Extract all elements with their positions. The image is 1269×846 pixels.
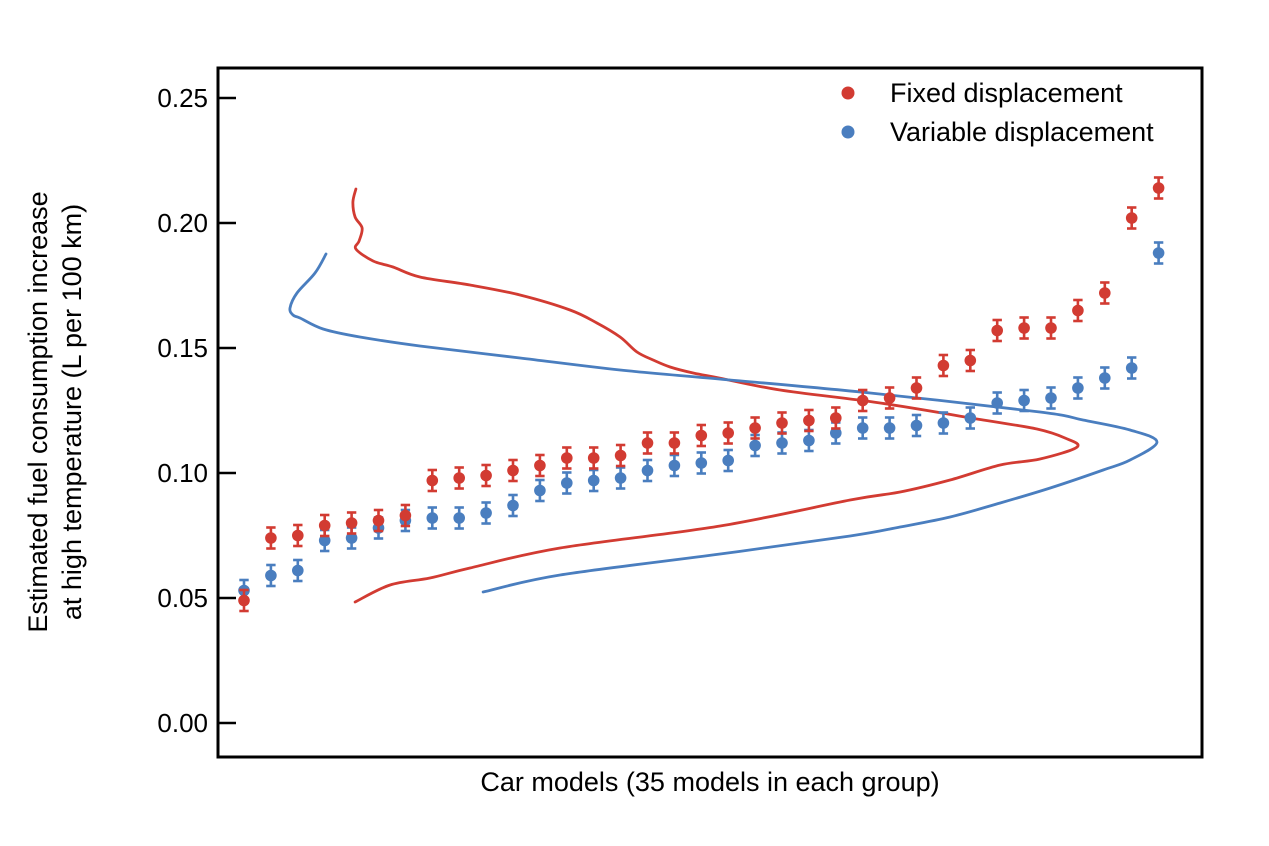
data-point: [937, 359, 950, 372]
plot-border: [216, 66, 1204, 759]
data-point: [776, 437, 788, 449]
density-curve: [288, 252, 1159, 594]
data-point: [292, 529, 304, 542]
series-fixed: [238, 176, 1165, 613]
data-point: [856, 394, 869, 407]
data-point: [883, 392, 896, 404]
data-point: [937, 417, 950, 429]
data-point: [910, 419, 923, 432]
density-curves: [288, 187, 1159, 604]
data-point: [1125, 212, 1138, 224]
legend-marker-fixed: [841, 86, 855, 100]
y-axis-label-line1: Estimated fuel consumption increase: [23, 191, 53, 632]
legend-label-fixed: Fixed displacement: [890, 78, 1123, 108]
data-point: [749, 439, 761, 452]
data-point: [561, 452, 573, 464]
data-point: [238, 594, 250, 607]
legend-label-variable: Variable displacement: [890, 117, 1154, 147]
y-tick-label: 0.25: [157, 83, 208, 113]
data-point: [561, 477, 573, 489]
data-point: [1152, 182, 1165, 194]
data-point: [318, 534, 331, 547]
data-point: [722, 427, 734, 439]
data-point: [830, 427, 842, 439]
data-point: [265, 532, 277, 544]
data-point: [776, 417, 788, 429]
data-point: [883, 422, 896, 434]
data-point: [614, 449, 627, 462]
data-point: [507, 464, 519, 477]
legend-marker-variable: [841, 125, 855, 139]
data-point: [749, 422, 761, 434]
density-curve: [351, 187, 1080, 604]
data-point: [991, 324, 1003, 337]
data-point: [372, 514, 385, 527]
data-point: [292, 564, 304, 577]
data-point: [964, 354, 977, 367]
data-point: [1099, 287, 1111, 299]
y-tick-label: 0.15: [157, 333, 208, 363]
data-point: [534, 484, 546, 497]
data-point: [668, 437, 681, 449]
data-point: [1099, 372, 1111, 384]
x-axis-label: Car models (35 models in each group): [480, 767, 939, 797]
data-point: [1018, 322, 1030, 334]
y-tick-label: 0.10: [157, 458, 208, 488]
data-point: [453, 512, 466, 524]
data-point: [265, 569, 277, 582]
y-tick-label: 0.20: [157, 208, 208, 238]
data-point: [830, 412, 842, 424]
data-point: [318, 519, 331, 532]
data-point: [641, 464, 654, 477]
data-point: [345, 532, 358, 544]
data-point: [426, 474, 439, 487]
data-point: [345, 517, 358, 529]
data-point: [1045, 322, 1057, 334]
data-point: [507, 499, 519, 512]
data-point: [856, 422, 869, 434]
data-point: [641, 437, 654, 449]
data-point: [453, 472, 466, 484]
data-point: [803, 434, 815, 447]
data-point: [426, 512, 439, 524]
data-point: [534, 459, 546, 472]
data-point: [1072, 304, 1084, 317]
data-point: [910, 382, 923, 394]
data-point: [399, 509, 412, 522]
data-point: [1018, 394, 1030, 407]
data-points: [238, 176, 1165, 613]
data-point: [722, 454, 734, 467]
legend: Fixed displacement Variable displacement: [841, 78, 1154, 147]
data-point: [614, 472, 627, 484]
data-point: [1125, 362, 1138, 374]
data-point: [964, 412, 977, 424]
data-point: [695, 429, 708, 442]
series-variable: [238, 241, 1165, 603]
data-point: [991, 397, 1003, 409]
data-point: [803, 414, 815, 427]
y-tick-label: 0.00: [157, 708, 208, 738]
data-point: [1045, 392, 1057, 404]
data-point: [480, 507, 492, 519]
data-point: [695, 457, 708, 469]
data-point: [587, 452, 600, 464]
y-tick-label: 0.05: [157, 583, 208, 613]
data-point: [668, 459, 681, 472]
data-point: [1152, 247, 1165, 259]
data-point: [480, 469, 492, 482]
y-axis-ticks: 0.00 0.05 0.10 0.15 0.20 0.25: [157, 83, 236, 738]
data-point: [1072, 382, 1084, 394]
y-axis-label-line2: at high temperature (L per 100 km): [57, 204, 87, 620]
data-point: [587, 474, 600, 487]
